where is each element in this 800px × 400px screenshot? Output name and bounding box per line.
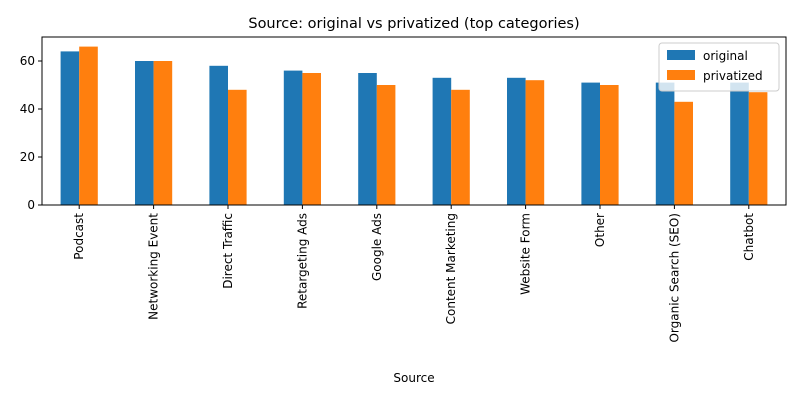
bar-privatized-9 (748, 92, 768, 205)
bar-privatized-1 (153, 61, 173, 205)
y-tick-label: 20 (20, 150, 35, 164)
chart-title: Source: original vs privatized (top cate… (248, 16, 579, 32)
y-tick-label: 40 (20, 102, 35, 116)
x-tick-label: Other (593, 213, 607, 247)
bar-original-7 (581, 82, 600, 205)
y-tick-label: 0 (27, 198, 35, 212)
bar-privatized-6 (525, 80, 545, 205)
x-axis: Podcast Networking Event Direct Traffic Ret… (72, 205, 756, 343)
bar-privatized-8 (674, 101, 693, 205)
legend-swatch-original (667, 50, 695, 60)
x-tick-label: Chatbot (742, 213, 756, 261)
bar-original-4 (358, 73, 377, 205)
legend-label-original: original (703, 49, 748, 63)
x-tick-label: Direct Traffic (221, 213, 235, 289)
x-tick-label: Networking Event (147, 213, 161, 320)
bar-original-9 (730, 82, 749, 205)
x-tick-label: Content Marketing (444, 213, 458, 324)
bar-original-5 (432, 77, 452, 205)
plot-frame (41, 36, 787, 206)
x-tick-label: Google Ads (370, 213, 384, 281)
bar-privatized-3 (302, 73, 321, 205)
bar-privatized-2 (228, 89, 247, 205)
legend-swatch-privatized (667, 70, 695, 80)
bar-privatized-7 (600, 85, 619, 205)
x-axis-label: Source (393, 371, 434, 385)
bars-group (60, 46, 768, 206)
x-tick-label: Organic Search (SEO) (667, 213, 681, 343)
bar-original-3 (283, 70, 303, 205)
y-tick-label: 60 (20, 54, 35, 68)
bar-privatized-5 (451, 89, 470, 205)
x-tick-label: Podcast (72, 213, 86, 260)
legend: original privatized (658, 42, 780, 92)
x-tick-label: Retargeting Ads (295, 213, 309, 309)
bar-original-1 (135, 61, 154, 205)
bar-original-2 (209, 65, 228, 205)
bar-privatized-4 (376, 85, 396, 205)
bar-original-8 (655, 82, 675, 205)
bar-privatized-0 (79, 46, 98, 205)
y-axis: 0 20 40 60 (20, 54, 42, 212)
x-tick-label: Website Form (519, 213, 533, 295)
bar-original-0 (60, 51, 80, 206)
bar-original-6 (507, 77, 526, 205)
legend-label-privatized: privatized (703, 69, 763, 83)
